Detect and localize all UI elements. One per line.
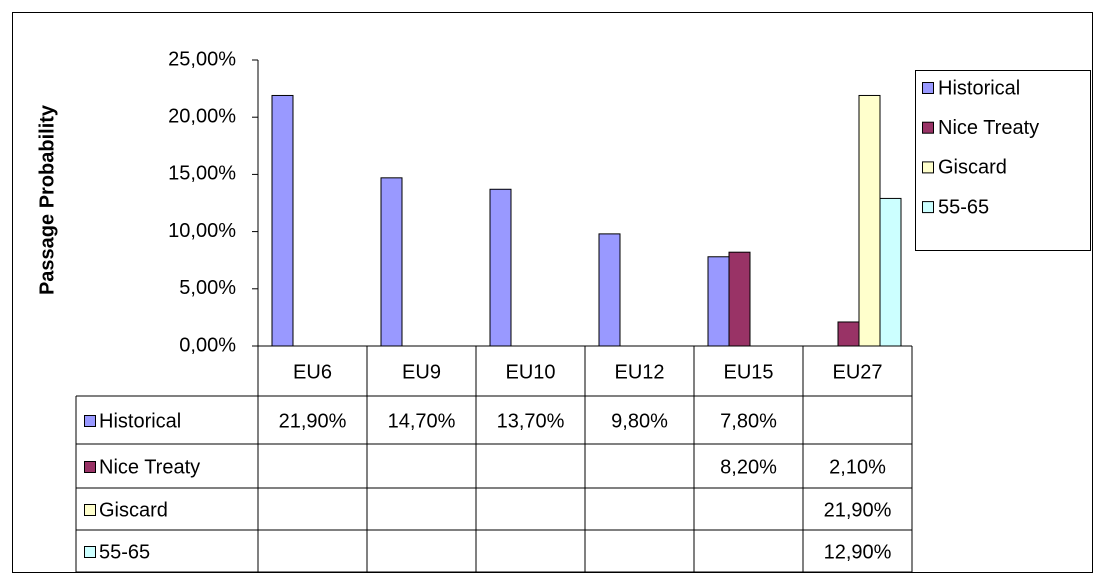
table-legend-key [84, 504, 96, 516]
bar [380, 177, 403, 347]
bar [489, 188, 512, 347]
table-value: 12,90% [824, 541, 892, 563]
legend-key [922, 82, 934, 94]
table-legend-key [84, 461, 96, 473]
table-value: 21,90% [279, 410, 347, 432]
bar [271, 94, 294, 347]
y-tick-label: 0,00% [179, 334, 236, 356]
table-value: 9,80% [611, 410, 668, 432]
legend-label: Giscard [938, 157, 1007, 179]
y-tick-label: 20,00% [168, 105, 236, 127]
table-row-label: Giscard [99, 499, 168, 521]
table-value: 7,80% [720, 410, 777, 432]
x-tick-label: EU12 [614, 361, 664, 383]
table-row-label: Historical [99, 410, 181, 432]
table-value: 8,20% [720, 456, 777, 478]
table-value: 21,90% [824, 499, 892, 521]
legend-label: Historical [938, 77, 1020, 99]
x-tick-label: EU10 [505, 361, 555, 383]
table-value: 2,10% [829, 456, 886, 478]
legend-key [922, 121, 934, 134]
y-tick-label: 5,00% [179, 277, 236, 299]
bar [858, 94, 881, 347]
bar [879, 197, 902, 347]
table-row-label: 55-65 [99, 541, 150, 563]
bar [598, 233, 621, 347]
bar [837, 321, 860, 347]
y-tick-label: 10,00% [168, 220, 236, 242]
x-tick-label: EU27 [832, 361, 882, 383]
legend-key [922, 201, 934, 214]
table-value: 14,70% [388, 410, 456, 432]
bar [728, 251, 751, 347]
y-tick-label: 25,00% [168, 48, 236, 70]
legend-box [915, 70, 1091, 251]
y-tick-label: 15,00% [168, 163, 236, 185]
table-row-label: Nice Treaty [99, 456, 200, 478]
x-tick-label: EU15 [723, 361, 773, 383]
x-tick-label: EU6 [293, 361, 332, 383]
y-axis-label: Passage Probability [36, 104, 58, 295]
bar [707, 256, 730, 347]
x-tick-label: EU9 [402, 361, 441, 383]
legend-key [922, 161, 934, 174]
table-value: 13,70% [497, 410, 565, 432]
legend-label: Nice Treaty [938, 117, 1039, 139]
table-legend-key [84, 415, 96, 427]
table-legend-key [84, 546, 96, 558]
legend-label: 55-65 [938, 196, 989, 218]
